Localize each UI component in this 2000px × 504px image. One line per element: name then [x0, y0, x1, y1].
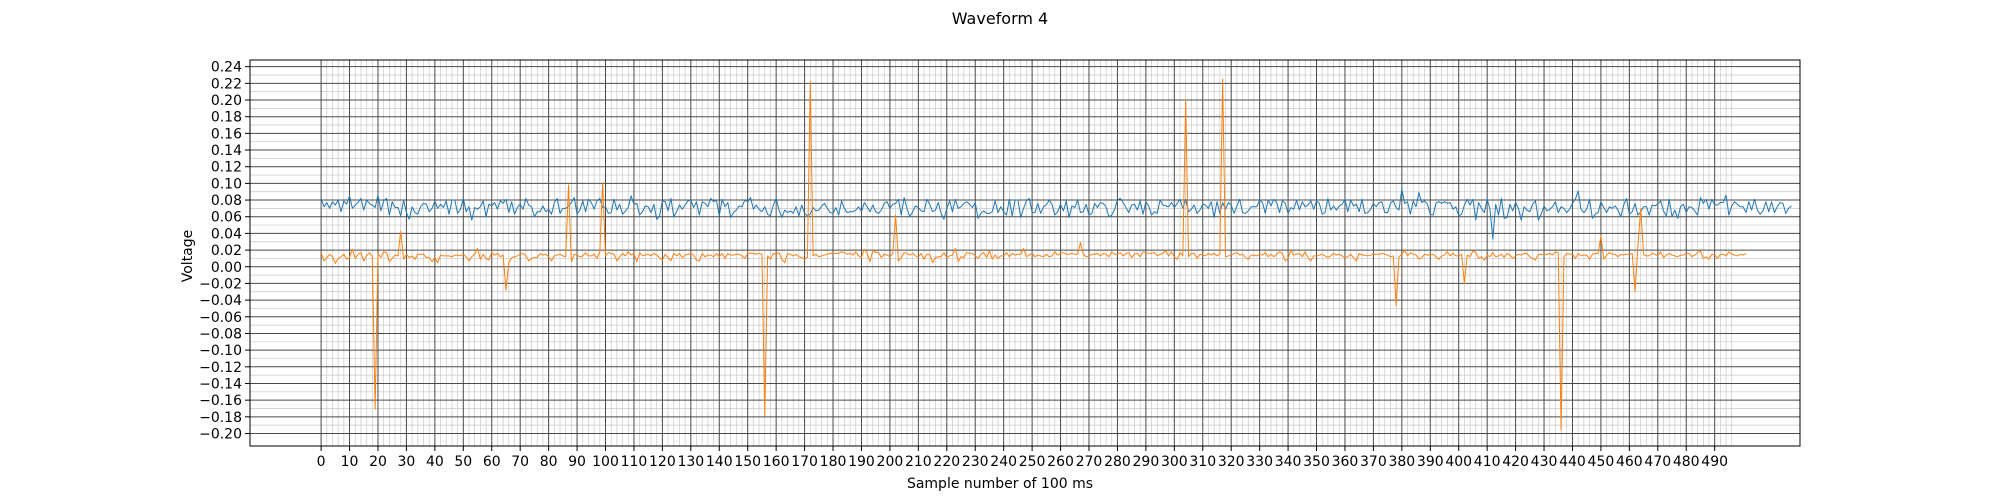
- y-axis-ticks: −0.20−0.18−0.16−0.14−0.12−0.10−0.08−0.06…: [199, 60, 250, 442]
- x-tick-label: 280: [1104, 454, 1131, 470]
- x-axis-label: Sample number of 100 ms: [907, 476, 1093, 492]
- y-tick-label: −0.04: [199, 293, 242, 309]
- series-line-1: [320, 188, 1792, 240]
- y-tick-label: 0.04: [211, 226, 242, 242]
- chart-title: Waveform 4: [952, 9, 1048, 28]
- x-tick-label: 80: [540, 454, 558, 470]
- x-tick-label: 360: [1332, 454, 1359, 470]
- y-tick-label: 0.10: [211, 176, 242, 192]
- y-tick-label: −0.10: [199, 343, 242, 359]
- x-tick-label: 100: [592, 454, 619, 470]
- y-tick-label: −0.12: [199, 360, 242, 376]
- x-tick-label: 450: [1588, 454, 1615, 470]
- x-tick-label: 460: [1616, 454, 1643, 470]
- x-tick-label: 340: [1275, 454, 1302, 470]
- x-tick-label: 60: [483, 454, 501, 470]
- x-tick-label: 320: [1218, 454, 1245, 470]
- x-tick-label: 210: [905, 454, 932, 470]
- series-line-2: [320, 78, 1747, 431]
- y-tick-label: −0.18: [199, 410, 242, 426]
- x-tick-label: 140: [706, 454, 733, 470]
- x-tick-label: 160: [763, 454, 790, 470]
- major-grid: [250, 60, 1800, 446]
- x-tick-label: 50: [454, 454, 472, 470]
- y-tick-label: 0.22: [211, 76, 242, 92]
- y-tick-label: 0.18: [211, 110, 242, 126]
- y-tick-label: 0.24: [211, 60, 242, 76]
- x-axis-ticks: 0 10 20 30 40 50 60 70 80 90 100 110 120 130 140 150 160…: [317, 446, 1728, 470]
- x-tick-label: 480: [1673, 454, 1700, 470]
- x-tick-label: 430: [1531, 454, 1558, 470]
- x-tick-label: 130: [677, 454, 704, 470]
- x-tick-label: 270: [1076, 454, 1103, 470]
- x-tick-label: 490: [1701, 454, 1728, 470]
- x-tick-label: 330: [1246, 454, 1273, 470]
- plot-frame: [249, 59, 1801, 447]
- y-tick-label: −0.20: [199, 426, 242, 442]
- y-tick-label: −0.14: [199, 376, 242, 392]
- y-tick-label: −0.08: [199, 326, 242, 342]
- x-tick-label: 90: [568, 454, 586, 470]
- x-tick-label: 260: [1047, 454, 1074, 470]
- x-tick-label: 390: [1417, 454, 1444, 470]
- x-tick-label: 10: [341, 454, 359, 470]
- x-tick-label: 0: [317, 454, 326, 470]
- x-tick-label: 180: [820, 454, 847, 470]
- x-tick-label: 200: [877, 454, 904, 470]
- y-tick-label: −0.02: [199, 276, 242, 292]
- x-tick-label: 120: [649, 454, 676, 470]
- x-tick-label: 40: [426, 454, 444, 470]
- y-tick-label: 0.12: [211, 160, 242, 176]
- x-tick-label: 240: [990, 454, 1017, 470]
- x-tick-label: 70: [511, 454, 529, 470]
- x-tick-label: 190: [848, 454, 875, 470]
- y-tick-label: 0.14: [211, 143, 242, 159]
- x-tick-label: 410: [1474, 454, 1501, 470]
- y-tick-label: 0.08: [211, 193, 242, 209]
- x-tick-label: 220: [933, 454, 960, 470]
- x-tick-label: 350: [1303, 454, 1330, 470]
- minor-grid: [250, 60, 1800, 446]
- x-tick-label: 310: [1189, 454, 1216, 470]
- x-tick-label: 290: [1133, 454, 1160, 470]
- x-tick-label: 380: [1388, 454, 1415, 470]
- y-tick-label: 0.02: [211, 243, 242, 259]
- x-tick-label: 170: [791, 454, 818, 470]
- x-tick-label: 30: [398, 454, 416, 470]
- x-tick-label: 230: [962, 454, 989, 470]
- series-layer: [320, 78, 1792, 431]
- x-tick-label: 440: [1559, 454, 1586, 470]
- x-tick-label: 250: [1019, 454, 1046, 470]
- y-tick-label: 0.16: [211, 126, 242, 142]
- x-tick-label: 110: [621, 454, 648, 470]
- x-tick-label: 420: [1502, 454, 1529, 470]
- y-tick-label: −0.16: [199, 393, 242, 409]
- x-tick-label: 150: [734, 454, 761, 470]
- y-tick-label: 0.00: [211, 260, 242, 276]
- y-tick-label: 0.20: [211, 93, 242, 109]
- x-tick-label: 20: [369, 454, 387, 470]
- x-tick-label: 370: [1360, 454, 1387, 470]
- x-tick-label: 300: [1161, 454, 1188, 470]
- x-tick-label: 400: [1445, 454, 1472, 470]
- y-tick-label: 0.06: [211, 210, 242, 226]
- y-axis-label: Voltage: [180, 230, 196, 283]
- x-tick-label: 470: [1644, 454, 1671, 470]
- y-tick-label: −0.06: [199, 310, 242, 326]
